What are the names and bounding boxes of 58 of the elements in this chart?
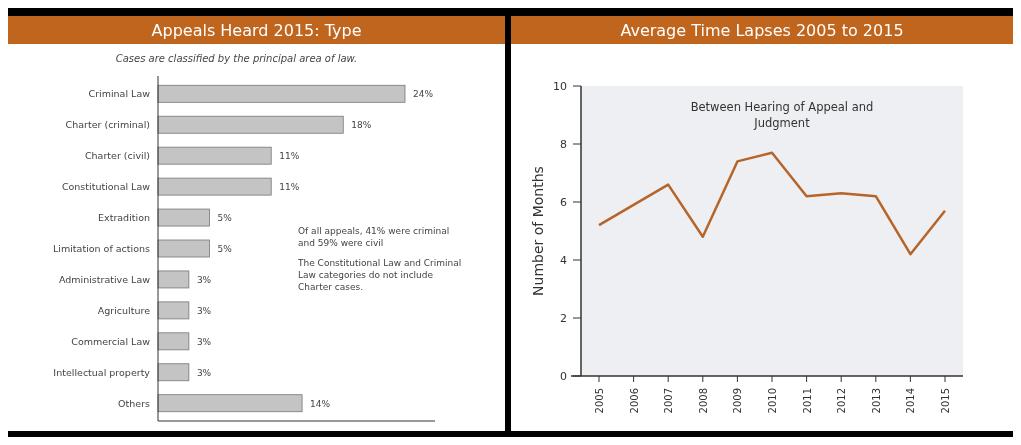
bar [157,146,272,165]
x-tick-label: 2015 [940,388,951,414]
data-label: 11% [279,151,300,162]
y-tick-label: Constitutional Law [61,181,151,193]
bar [157,394,303,413]
x-tick-label: 2014 [905,388,917,414]
data-label: 18% [351,120,372,131]
y-tick-label: 4 [560,254,567,267]
chart-title: Average Time Lapses 2005 to 2015 [620,21,904,40]
bar [157,301,190,320]
chart-subtitle: Cases are classified by the principal area of law. [115,53,358,64]
x-tick-label: 2008 [697,388,709,414]
y-axis-title: Number of Months [530,166,546,296]
x-tick-label: 2012 [836,388,848,414]
annotation: Between Hearing of Appeal and Judgment [690,100,874,130]
data-label: 3% [196,336,212,347]
x-tick-label: 2011 [801,388,813,414]
x-tick-label: 2007 [663,388,675,414]
bar [157,363,190,382]
bar [157,208,210,227]
y-tick-label: 10 [553,80,567,93]
y-tick-label: Limitation of actions [53,243,151,254]
annotation: Of all appeals, 41% were criminal and 59% were civil [298,225,450,248]
data-label: 14% [310,398,331,409]
data-label: 24% [413,89,434,100]
data-label: 3% [196,305,212,316]
bar [157,177,272,196]
x-tick-label: 2013 [870,388,882,414]
x-tick-label: 2006 [628,388,640,414]
x-tick-label: 2010 [767,388,778,414]
y-tick-label: 8 [560,138,567,151]
y-tick-label: Criminal Law [88,88,151,100]
y-tick-label: Agriculture [97,304,151,316]
data-label: 3% [196,367,212,378]
bar [157,332,190,351]
y-tick-label: 6 [560,196,567,209]
data-label: 11% [279,182,300,193]
bar [157,270,190,289]
line-series [597,151,947,256]
annotation: The Constitutional Law and Criminal Law categories do not include Charter cases. [297,257,462,292]
y-tick-label: Administrative Law [58,273,151,285]
data-label: 5% [217,213,233,224]
y-tick-label: 2 [560,312,567,325]
x-tick-label: 2009 [732,388,744,414]
y-tick-label: Charter (civil) [84,150,150,162]
y-tick-label: Commercial Law [71,335,151,347]
bar [157,115,344,134]
bar [157,84,406,103]
y-tick-label: Extradition [98,212,150,224]
y-tick-label: 0 [560,370,567,383]
bar [157,239,210,258]
y-tick-label: Charter (criminal) [65,119,150,131]
data-label: 3% [196,274,212,285]
y-tick-label: Others [118,397,151,409]
chart-title: Appeals Heard 2015: Type [151,21,362,40]
y-tick-label: Intellectual property [53,366,151,378]
data-label: 5% [217,244,233,254]
x-tick-label: 2005 [594,388,605,414]
